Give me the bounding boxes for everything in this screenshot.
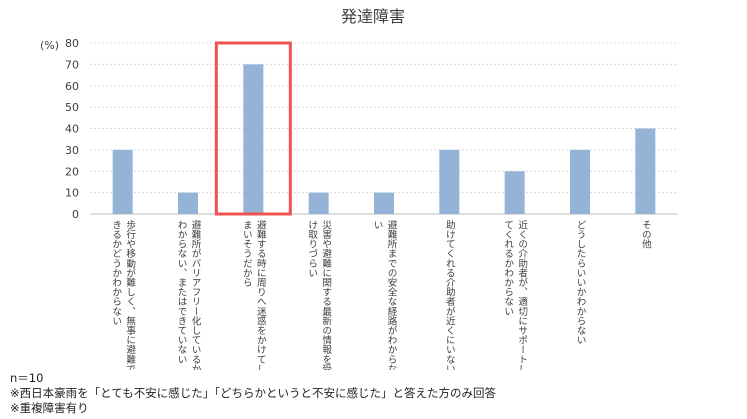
bar-chart: 発達障害 (%) 0 10 20 30 40 50 60 70 80 歩行や移動が難しく、無事に… <box>40 7 678 370</box>
x-tick-label: まいそうだから <box>241 220 253 287</box>
bar <box>439 149 460 214</box>
y-axis-unit: (%) <box>40 39 59 52</box>
y-tick-label: 20 <box>65 165 79 178</box>
x-tick-label: 近くの介助者が、適切にサポートし <box>516 219 528 370</box>
x-tick-label: 避難する時に周りへ迷惑をかけてし <box>255 219 267 370</box>
x-tick-label: てくれるかわからない <box>502 220 514 316</box>
bar <box>504 171 525 214</box>
y-tick-label: 30 <box>65 144 79 157</box>
bar <box>178 192 198 214</box>
highlight-box <box>214 41 292 216</box>
sample-size: n＝10 <box>10 371 44 385</box>
y-tick-label: 80 <box>65 37 79 50</box>
x-tick-label: どうしたらいいかわからない <box>575 220 587 345</box>
x-tick-label: 避難所がバリアフリー化しているか <box>190 219 202 370</box>
x-tick-label: きるかどうかわからない <box>110 220 122 326</box>
x-tick-label: い <box>372 220 383 230</box>
bar <box>112 149 133 214</box>
x-tick-label: け取りづらい <box>306 220 318 278</box>
note-multiple-disabilities: ※重複障害有り <box>10 401 89 415</box>
x-tick-label: 助けてくれる介助者が近くにいない <box>444 219 456 370</box>
bars <box>112 64 656 214</box>
y-tick-label: 40 <box>65 123 79 136</box>
bar <box>374 192 394 214</box>
chart-title: 発達障害 <box>341 7 405 26</box>
note-condition: ※西日本豪雨を「とても不安に感じた」「どちらかというと不安に感じた」と答えた方の… <box>10 386 496 400</box>
x-tick-label: その他 <box>640 220 652 250</box>
bar <box>570 149 590 214</box>
y-axis-ticks: 0 10 20 30 40 50 60 70 80 <box>65 37 79 221</box>
y-tick-label: 70 <box>65 58 79 71</box>
bar <box>635 128 656 214</box>
x-tick-label: わからない、またはできていない <box>176 220 188 364</box>
bar <box>243 64 264 214</box>
y-tick-label: 10 <box>65 187 79 200</box>
y-tick-label: 50 <box>65 101 79 114</box>
bar <box>308 192 329 214</box>
x-tick-label: 災害や避難に関する最新の情報を受 <box>320 220 332 370</box>
y-tick-label: 0 <box>72 208 79 221</box>
y-tick-label: 60 <box>65 80 79 93</box>
notes: n＝10 ※西日本豪雨を「とても不安に感じた」「どちらかというと不安に感じた」と… <box>10 371 496 416</box>
x-tick-label: 避難所までの安全な経路がわからな <box>386 219 398 370</box>
x-tick-label: 歩行や移動が難しく、無事に避難で <box>124 219 136 370</box>
